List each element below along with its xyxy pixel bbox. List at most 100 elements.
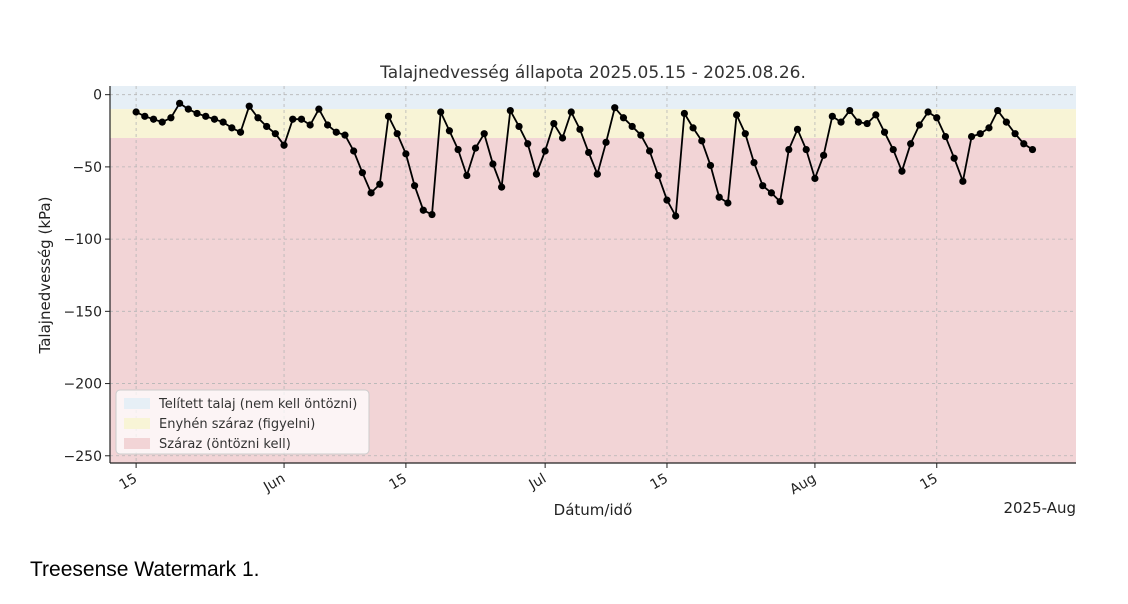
data-point — [532, 170, 541, 178]
y-tick-labels: 0 −50 −100 −150 −200 −250 — [64, 88, 110, 465]
data-point — [384, 112, 393, 120]
legend-label: Száraz (öntözni kell) — [159, 437, 291, 452]
data-point — [689, 124, 697, 132]
data-point — [933, 114, 941, 122]
grid-lines — [110, 86, 1076, 463]
data-point — [724, 199, 732, 207]
data-point — [706, 161, 715, 170]
legend-frame — [115, 389, 370, 455]
data-point — [732, 111, 741, 119]
data-point — [967, 132, 976, 141]
data-point — [454, 145, 462, 154]
data-point — [193, 109, 201, 118]
data-point — [202, 112, 210, 120]
x-offset-label: 2025-Aug — [1003, 499, 1076, 517]
data-point — [663, 196, 671, 204]
data-point — [811, 174, 819, 183]
data-point — [889, 145, 897, 154]
x-axis-label: Dátum/idő — [554, 501, 633, 519]
data-point — [680, 109, 688, 118]
data-point — [619, 114, 628, 122]
data-point — [402, 150, 410, 158]
y-tick-label: −50 — [72, 160, 102, 176]
data-point — [524, 140, 532, 148]
data-point — [820, 151, 828, 159]
data-point — [141, 112, 149, 120]
watermark-caption: Treesense Watermark 1. — [30, 558, 260, 581]
x-tick-label: Jun — [260, 471, 288, 496]
data-point — [628, 122, 636, 131]
data-point — [959, 177, 967, 185]
data-point — [228, 124, 236, 132]
data-point — [498, 183, 506, 191]
data-point — [1020, 140, 1028, 148]
data-point — [306, 121, 314, 129]
data-point — [132, 108, 140, 116]
data-point — [645, 147, 654, 155]
y-tick-label: −250 — [64, 449, 102, 465]
legend-label: Enyhén száraz (figyelni) — [159, 417, 315, 432]
data-point — [184, 105, 192, 113]
data-point — [976, 130, 984, 138]
data-point — [941, 132, 950, 141]
data-point — [341, 131, 349, 139]
data-point — [767, 189, 776, 197]
data-point — [323, 121, 332, 129]
data-point — [741, 130, 749, 138]
data-point — [376, 180, 384, 188]
x-tick-label: Aug — [787, 471, 819, 499]
data-point — [480, 130, 488, 138]
data-point — [428, 210, 436, 219]
data-point — [637, 131, 645, 139]
data-point — [593, 170, 601, 178]
data-point — [715, 193, 723, 201]
x-tick-label: Jul — [526, 471, 550, 494]
data-point — [315, 105, 323, 113]
data-point — [236, 128, 245, 136]
data-point — [167, 114, 175, 122]
data-point — [915, 121, 923, 129]
data-point — [898, 167, 906, 175]
data-point — [672, 212, 680, 220]
data-point — [994, 106, 1002, 115]
data-point — [515, 122, 523, 131]
band-0 — [110, 86, 1076, 110]
legend-swatch — [124, 398, 150, 409]
x-tick-label: 15 — [648, 471, 671, 494]
data-point — [985, 124, 993, 132]
data-point — [463, 171, 471, 180]
data-point — [698, 137, 706, 145]
data-point — [837, 118, 845, 126]
data-point — [776, 197, 784, 206]
data-point — [358, 169, 366, 177]
data-point — [558, 134, 567, 142]
data-point — [210, 115, 219, 123]
data-point — [263, 122, 271, 131]
data-point — [367, 189, 375, 197]
data-point — [611, 104, 619, 112]
legend-label: Telített talaj (nem kell öntözni) — [158, 397, 357, 412]
data-point — [489, 160, 497, 168]
data-point — [410, 182, 419, 190]
data-point — [567, 108, 575, 116]
data-point — [585, 148, 593, 157]
y-tick-label: −200 — [64, 377, 102, 393]
data-point — [1028, 145, 1037, 154]
data-point — [393, 130, 401, 138]
data-point — [219, 118, 227, 126]
data-point — [907, 140, 915, 148]
data-point — [750, 158, 758, 167]
data-point — [271, 130, 279, 138]
data-point — [759, 182, 767, 190]
data-point — [471, 144, 480, 152]
data-point — [245, 102, 253, 110]
data-point — [1002, 118, 1010, 126]
data-point — [602, 138, 610, 146]
data-point — [149, 115, 158, 123]
y-tick-label: −100 — [64, 232, 102, 248]
x-tick-labels: 15 Jun 15 Jul 15 Aug 15 — [117, 463, 941, 498]
data-point — [863, 119, 871, 128]
data-point — [550, 119, 558, 128]
data-point — [576, 125, 584, 133]
